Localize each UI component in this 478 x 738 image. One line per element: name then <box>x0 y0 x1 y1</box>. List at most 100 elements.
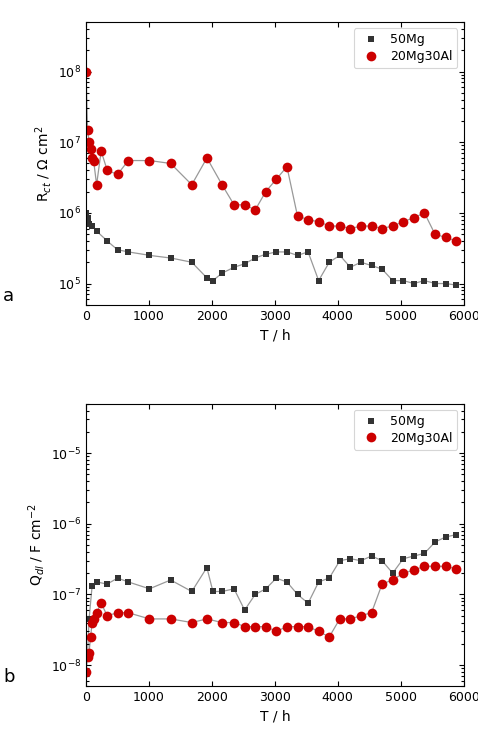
50Mg <box>85 650 90 659</box>
20Mg30Al <box>98 147 104 156</box>
20Mg30Al <box>411 566 417 575</box>
20Mg30Al <box>263 187 269 196</box>
50Mg <box>89 582 95 591</box>
50Mg <box>326 258 332 266</box>
20Mg30Al <box>86 648 92 657</box>
50Mg <box>369 261 374 270</box>
20Mg30Al <box>432 562 438 570</box>
50Mg <box>358 556 364 565</box>
20Mg30Al <box>94 608 99 617</box>
Legend: 50Mg, 20Mg30Al: 50Mg, 20Mg30Al <box>354 28 457 68</box>
20Mg30Al <box>369 221 374 230</box>
20Mg30Al <box>337 221 343 230</box>
20Mg30Al <box>94 180 99 189</box>
50Mg <box>252 254 258 263</box>
20Mg30Al <box>379 579 385 588</box>
20Mg30Al <box>204 615 210 624</box>
50Mg <box>86 615 92 624</box>
20Mg30Al <box>348 224 353 233</box>
50Mg <box>83 208 89 217</box>
50Mg <box>432 279 438 288</box>
20Mg30Al <box>401 217 406 226</box>
50Mg <box>453 280 459 289</box>
50Mg <box>204 563 210 572</box>
50Mg <box>337 556 343 565</box>
50Mg <box>369 551 374 560</box>
20Mg30Al <box>231 201 237 210</box>
50Mg <box>242 606 248 615</box>
20Mg30Al <box>443 233 448 242</box>
20Mg30Al <box>453 237 459 246</box>
20Mg30Al <box>422 562 427 570</box>
50Mg <box>147 251 152 260</box>
20Mg30Al <box>242 622 248 631</box>
20Mg30Al <box>411 213 417 222</box>
20Mg30Al <box>294 622 300 631</box>
50Mg <box>401 276 406 285</box>
50Mg <box>115 245 120 254</box>
20Mg30Al <box>422 208 427 217</box>
50Mg <box>189 258 195 266</box>
50Mg <box>231 584 237 593</box>
Line: 20Mg30Al: 20Mg30Al <box>81 66 461 246</box>
20Mg30Al <box>242 201 248 210</box>
50Mg <box>263 584 269 593</box>
50Mg <box>210 587 216 596</box>
20Mg30Al <box>273 175 279 184</box>
20Mg30Al <box>86 138 92 147</box>
50Mg <box>294 251 300 260</box>
50Mg <box>125 578 131 587</box>
50Mg <box>379 556 385 565</box>
50Mg <box>104 237 110 246</box>
50Mg <box>326 573 332 582</box>
20Mg30Al <box>104 611 110 620</box>
20Mg30Al <box>125 608 131 617</box>
20Mg30Al <box>305 215 311 224</box>
20Mg30Al <box>369 608 374 617</box>
20Mg30Al <box>252 622 258 631</box>
50Mg <box>422 276 427 285</box>
50Mg <box>401 554 406 563</box>
50Mg <box>316 578 322 587</box>
50Mg <box>390 569 395 578</box>
20Mg30Al <box>390 221 395 230</box>
50Mg <box>147 584 152 593</box>
50Mg <box>432 538 438 547</box>
50Mg <box>443 279 448 288</box>
50Mg <box>85 213 90 222</box>
50Mg <box>204 274 210 283</box>
20Mg30Al <box>204 154 210 162</box>
20Mg30Al <box>263 622 269 631</box>
20Mg30Al <box>358 611 364 620</box>
20Mg30Al <box>358 221 364 230</box>
20Mg30Al <box>390 576 395 584</box>
50Mg <box>94 227 99 235</box>
50Mg <box>115 573 120 582</box>
20Mg30Al <box>379 224 385 233</box>
50Mg <box>273 247 279 256</box>
50Mg <box>390 276 395 285</box>
20Mg30Al <box>316 217 322 226</box>
Line: 20Mg30Al: 20Mg30Al <box>81 562 461 677</box>
20Mg30Al <box>104 166 110 175</box>
Text: a: a <box>3 287 14 305</box>
50Mg <box>86 219 92 228</box>
20Mg30Al <box>326 221 332 230</box>
50Mg <box>305 247 311 256</box>
20Mg30Al <box>326 632 332 641</box>
50Mg <box>348 263 353 272</box>
20Mg30Al <box>453 565 459 573</box>
50Mg <box>411 279 417 288</box>
Line: 50Mg: 50Mg <box>83 531 459 663</box>
20Mg30Al <box>147 156 152 165</box>
20Mg30Al <box>273 627 279 635</box>
50Mg <box>83 655 89 664</box>
50Mg <box>273 573 279 582</box>
50Mg <box>231 263 237 272</box>
20Mg30Al <box>219 618 225 627</box>
20Mg30Al <box>189 618 195 627</box>
50Mg <box>422 549 427 558</box>
20Mg30Al <box>91 156 97 165</box>
50Mg <box>104 579 110 588</box>
50Mg <box>219 587 225 596</box>
